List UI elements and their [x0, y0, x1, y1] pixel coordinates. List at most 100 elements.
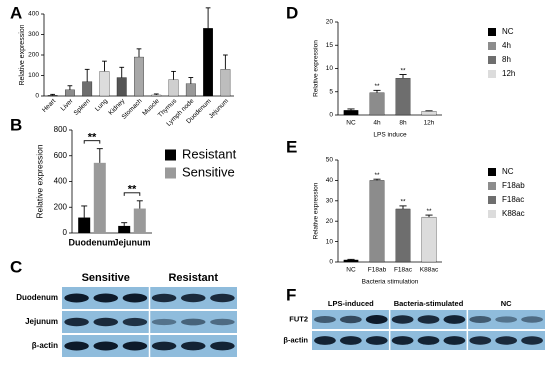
blot-row-label: FUT2: [289, 314, 308, 323]
y-tick-label: 200: [54, 202, 68, 211]
blot-band: [521, 316, 543, 323]
blot-group-label: Sensitive: [82, 272, 130, 284]
y-tick-label: 5: [329, 88, 333, 95]
y-tick-label: 15: [326, 42, 334, 49]
blot-band: [417, 336, 440, 345]
x-tick-label: Spleen: [73, 97, 93, 117]
bar: [65, 89, 75, 97]
blot-band: [181, 293, 206, 303]
bar: [82, 81, 93, 97]
y-tick-label: 800: [54, 125, 68, 134]
blot-band: [314, 336, 336, 345]
x-tick-label: 12h: [424, 120, 435, 127]
bar: [343, 110, 359, 116]
blot-group-label: NC: [501, 299, 512, 308]
blot-group-label: Resistant: [168, 272, 218, 284]
x-tick-label: Liver: [60, 97, 76, 113]
blot-band: [93, 293, 118, 303]
panel-label: B: [10, 115, 22, 134]
blot-band: [181, 318, 206, 326]
bar: [203, 28, 213, 97]
significance: **: [374, 172, 380, 179]
y-tick-label: 400: [54, 177, 68, 186]
blot-band: [93, 341, 118, 351]
blot-band: [365, 315, 388, 324]
blot-band: [339, 336, 362, 345]
blot-band: [314, 316, 336, 323]
blot-group-label: Bacteria-stimulated: [394, 299, 464, 308]
x-tick-label: NC: [346, 267, 356, 274]
x-tick-label: F18ac: [394, 267, 413, 274]
y-axis-label: Relative expression: [313, 182, 320, 239]
legend-label: 4h: [502, 41, 511, 50]
bar: [421, 216, 437, 263]
legend-swatch: [488, 210, 496, 218]
bar: [78, 217, 91, 233]
blot-band: [339, 315, 362, 324]
blot-group-label: LPS-induced: [328, 299, 374, 308]
x-tick-label: F18ab: [368, 267, 387, 274]
bar: [395, 208, 411, 263]
significance: **: [88, 132, 97, 144]
bar: [47, 95, 58, 97]
panel-label: C: [10, 257, 22, 276]
panel-label: A: [10, 3, 22, 22]
significance: **: [374, 83, 380, 90]
bar: [369, 180, 385, 263]
legend-label: 8h: [502, 55, 511, 64]
legend-swatch: [488, 42, 496, 50]
blot-band: [417, 315, 440, 324]
x-tick-label: Heart: [41, 98, 57, 114]
legend-label: NC: [502, 27, 514, 36]
blot-band: [469, 336, 492, 345]
significance: **: [128, 184, 137, 196]
blot-band: [64, 293, 89, 303]
bar: [116, 77, 127, 97]
significance: **: [400, 67, 406, 74]
panel-label: E: [286, 137, 297, 156]
bar: [134, 56, 144, 97]
y-tick-label: 20: [326, 218, 334, 225]
y-tick-label: 0: [35, 93, 39, 100]
significance-bracket: [123, 192, 141, 196]
bar: [99, 71, 110, 97]
bar: [185, 83, 196, 97]
blot-row-label: Duodenum: [16, 293, 58, 302]
legend-label: Resistant: [182, 146, 237, 161]
bar: [118, 225, 131, 233]
blot-band: [151, 293, 177, 303]
x-tick-label: Duodenum: [69, 237, 116, 247]
blot-band: [469, 316, 492, 323]
legend-swatch: [165, 149, 176, 161]
y-tick-label: 600: [54, 151, 68, 160]
x-tick-label: K88ac: [420, 267, 439, 274]
legend-swatch: [488, 56, 496, 64]
y-tick-label: 30: [326, 198, 334, 205]
significance-bracket: [83, 140, 101, 144]
y-tick-label: 10: [326, 238, 334, 245]
legend-label: F18ab: [502, 181, 525, 190]
bar: [151, 94, 162, 97]
blot-row-label: β-actin: [283, 335, 308, 344]
blot-band: [151, 318, 177, 326]
bar: [133, 208, 146, 233]
blot-band: [93, 317, 118, 327]
y-tick-label: 0: [329, 112, 333, 119]
y-tick-label: 40: [326, 177, 334, 184]
legend-swatch: [488, 168, 496, 176]
x-tick-label: 4h: [373, 120, 381, 127]
x-tick-label: NC: [346, 120, 356, 127]
bar: [369, 92, 385, 116]
blot-band: [122, 341, 148, 351]
legend-swatch: [165, 167, 176, 179]
legend-swatch: [488, 70, 496, 78]
legend-label: K88ac: [502, 209, 525, 218]
legend-label: NC: [502, 167, 514, 176]
legend-label: F18ac: [502, 195, 524, 204]
y-tick-label: 100: [28, 72, 39, 79]
legend-swatch: [488, 28, 496, 36]
legend-swatch: [488, 196, 496, 204]
x-axis-label: Bacteria stimulation: [362, 279, 419, 286]
blot-band: [391, 315, 414, 324]
